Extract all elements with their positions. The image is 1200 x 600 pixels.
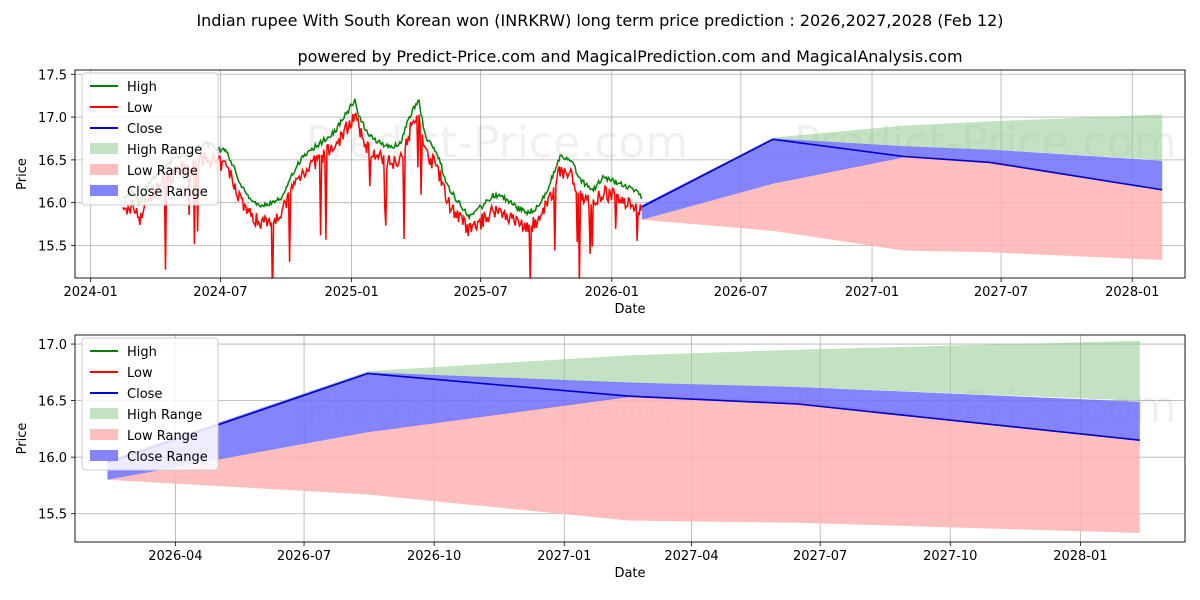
x-tick-label: 2024-01 (64, 285, 118, 300)
x-tick-label: 2026-10 (407, 549, 461, 564)
y-tick-label: 16.0 (38, 197, 67, 212)
x-axis-label: Date (614, 302, 645, 317)
close-range-band (641, 138, 1163, 220)
x-tick-label: 2026-07 (714, 285, 768, 300)
y-tick-label: 17.5 (38, 68, 67, 83)
legend-low-range-swatch (90, 429, 118, 440)
close-forecast-line (641, 138, 1163, 208)
legend-high-range-swatch (90, 408, 118, 419)
x-tick-label: 2024-07 (193, 285, 247, 300)
x-tick-label: 2027-07 (974, 285, 1028, 300)
legend-high-range-swatch (90, 143, 118, 154)
legend-close-label: Close (127, 122, 162, 137)
y-tick-label: 15.5 (38, 508, 67, 523)
legend-close-range-label: Close Range (127, 185, 208, 200)
legend-low-label: Low (127, 366, 153, 381)
x-tick-label: 2028-01 (1053, 549, 1107, 564)
close-range-band (107, 372, 1140, 480)
chart-subtitle: powered by Predict-Price.com and Magical… (297, 47, 962, 66)
legend-high-range-label: High Range (127, 408, 202, 423)
upper-panel: 2024-01 2024-07 2025-01 2025-07 2026-01 2026-… (15, 68, 1186, 317)
legend-high-label: High (127, 80, 157, 95)
x-tick-label: 2025-07 (453, 285, 507, 300)
watermark: Predict-Price.com (305, 117, 688, 168)
chart-title: Indian rupee With South Korean won (INRK… (196, 11, 1003, 30)
legend: High Low Close High Range Low Range Close Ran… (81, 72, 219, 206)
close-forecast-line (107, 372, 1140, 464)
legend-low-range-swatch (90, 164, 118, 175)
y-tick-label: 17.0 (38, 338, 67, 353)
x-tick-label: 2027-07 (793, 549, 847, 564)
x-tick-label: 2026-07 (277, 549, 331, 564)
x-axis-label: Date (614, 566, 645, 581)
axes-frame (74, 69, 1186, 279)
legend-close-range-label: Close Range (127, 450, 208, 465)
x-tick-label: 2027-10 (923, 549, 977, 564)
x-tick-label: 2027-04 (664, 549, 718, 564)
legend-close-range-swatch (90, 185, 118, 196)
y-tick-label: 16.5 (38, 395, 67, 410)
y-tick-label: 17.0 (38, 111, 67, 126)
low-range-band (641, 155, 1163, 260)
high-range-band (107, 340, 1140, 463)
y-tick-label: 16.0 (38, 451, 67, 466)
high-range-band (641, 114, 1163, 207)
y-axis-label: Price (15, 423, 30, 455)
legend-high-range-label: High Range (127, 143, 202, 158)
x-tick-label: 2026-04 (148, 549, 202, 564)
y-tick-label: 16.5 (38, 154, 67, 169)
x-tick-label: 2028-01 (1105, 285, 1159, 300)
plot-area (107, 340, 1140, 533)
legend-low-range-label: Low Range (127, 164, 198, 179)
legend-low-range-label: Low Range (127, 429, 198, 444)
legend-close-range-swatch (90, 450, 118, 461)
y-axis-label: Price (15, 158, 30, 190)
lower-panel: 2026-04 2026-07 2026-10 2027-01 2027-04 2027-… (15, 334, 1186, 581)
legend-low-label: Low (127, 101, 153, 116)
y-tick-label: 15.5 (38, 239, 67, 254)
x-tick-label: 2025-01 (324, 285, 378, 300)
legend-close-label: Close (127, 387, 162, 402)
axes-frame (74, 334, 1186, 543)
legend-high-label: High (127, 345, 157, 360)
legend: High Low Close High Range Low Range Close Ran… (81, 337, 219, 471)
x-tick-label: 2027-01 (537, 549, 591, 564)
low-range-band (107, 395, 1140, 533)
x-tick-label: 2027-01 (845, 285, 899, 300)
x-tick-label: 2026-01 (585, 285, 639, 300)
